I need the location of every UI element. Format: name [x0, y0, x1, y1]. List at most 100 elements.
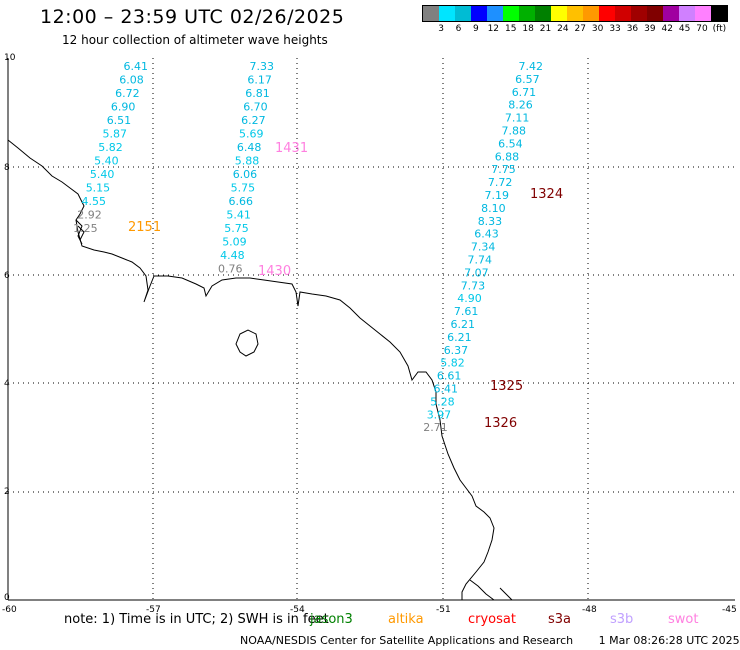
legend-label: 12: [487, 24, 500, 34]
wave-height-value: 7.42: [519, 60, 544, 73]
sat-jason3: jason3: [310, 612, 353, 627]
wave-height-value: 4.90: [457, 292, 482, 305]
wave-height-value: 7.34: [471, 241, 496, 254]
wave-height-value: 6.41: [434, 383, 459, 396]
x-tick: -51: [436, 605, 451, 615]
pass-time-label: 1324: [530, 187, 563, 202]
timestamp: 1 Mar 08:26:28 UTC 2025: [598, 634, 740, 647]
legend-unit: (ft): [712, 24, 727, 34]
y-tick: 8: [4, 163, 10, 173]
legend-swatch: [599, 6, 615, 21]
wave-height-value: 5.15: [86, 182, 111, 195]
x-tick: -48: [582, 605, 597, 615]
legend-label: 70: [696, 24, 708, 34]
wave-height-value: 6.21: [451, 318, 476, 331]
wave-height-value: 1.25: [73, 222, 98, 235]
wave-height-value: 6.27: [241, 114, 266, 127]
wave-height-value: 7.11: [505, 112, 530, 125]
wave-height-value: 6.48: [237, 141, 262, 154]
wave-height-value: 6.43: [474, 228, 499, 241]
altimeter-tracks: 6.416.086.726.906.515.875.825.405.405.15…: [73, 60, 563, 434]
legend-swatch: [439, 6, 455, 21]
y-tick: 4: [4, 379, 10, 389]
wave-height-value: 2.71: [423, 421, 448, 434]
wave-height-value: 6.88: [495, 150, 520, 163]
legend-swatch: [471, 6, 487, 21]
legend-swatch: [711, 6, 727, 21]
wave-height-value: 6.90: [111, 101, 136, 114]
legend-swatch: [615, 6, 631, 21]
wave-height-value: 6.08: [119, 74, 144, 87]
wave-height-value: 7.19: [485, 189, 510, 202]
pass-time-label: 1326: [484, 416, 517, 431]
legend-label: 6: [455, 24, 462, 34]
legend-swatch: [695, 6, 711, 21]
legend-swatch: [535, 6, 551, 21]
wave-height-value: 6.54: [498, 137, 523, 150]
wave-height-value: 7.88: [502, 125, 527, 138]
legend-swatch: [455, 6, 471, 21]
wave-height-value: 7.75: [491, 163, 516, 176]
wave-height-value: 5.87: [103, 128, 128, 141]
wave-height-value: 5.41: [226, 209, 251, 222]
wave-height-value: 3.97: [427, 408, 452, 421]
wave-height-value: 8.10: [481, 202, 506, 215]
legend-label: 39: [644, 24, 656, 34]
map-title: 12:00 – 23:59 UTC 02/26/2025: [40, 6, 345, 28]
sat-swot: swot: [668, 612, 699, 627]
legend-swatch: [663, 6, 679, 21]
wave-height-value: 5.28: [430, 395, 455, 408]
legend-label: 30: [591, 24, 604, 34]
legend-swatch: [503, 6, 519, 21]
sat-cryosat: cryosat: [468, 612, 516, 627]
credit-text: NOAA/NESDIS Center for Satellite Applica…: [240, 634, 574, 647]
wave-height-value: 6.17: [247, 74, 272, 87]
wave-height-value: 5.69: [239, 128, 264, 141]
wave-height-value: 5.88: [235, 155, 260, 168]
wave-height-value: 5.75: [224, 222, 249, 235]
wave-height-value: 6.06: [233, 168, 258, 181]
x-tick: -57: [146, 605, 161, 615]
legend-label: 3: [438, 24, 444, 34]
wave-height-value: 6.81: [245, 87, 270, 100]
x-tick: -60: [2, 605, 17, 615]
wave-height-value: 6.66: [229, 195, 254, 208]
legend-label: 33: [609, 24, 621, 34]
legend-label: 15: [504, 24, 517, 34]
wave-height-value: 7.74: [468, 254, 493, 267]
legend-swatch: [631, 6, 647, 21]
legend-labels: 3 6 9 12 15 18 21 24 27 30 33 36 39 42 45 70 (ft): [422, 24, 728, 34]
footer-note: note: 1) Time is in UTC; 2) SWH is in fe…: [64, 612, 329, 627]
x-tick: -45: [722, 605, 737, 615]
legend-label: 24: [557, 24, 569, 34]
legend-swatch: [567, 6, 583, 21]
wave-height-value: 6.21: [447, 331, 472, 344]
legend-swatch: [679, 6, 695, 21]
legend-label: 42: [661, 24, 673, 34]
wave-height-value: 6.51: [107, 114, 132, 127]
legend-label: 45: [678, 24, 691, 34]
wave-height-value: 6.61: [437, 370, 462, 383]
y-tick: 6: [4, 271, 10, 281]
wave-height-value: 7.73: [461, 279, 486, 292]
credits: NOAA/NESDIS Center for Satellite Applica…: [240, 634, 740, 647]
wave-height-value: 2.92: [77, 209, 102, 222]
legend-swatch: [519, 6, 535, 21]
legend-swatch: [423, 6, 439, 21]
wave-height-value: 8.33: [478, 215, 503, 228]
wave-height-value: 8.26: [508, 99, 533, 112]
legend-label: 9: [473, 24, 479, 34]
wave-height-value: 6.41: [124, 60, 149, 73]
wave-height-value: 5.75: [231, 182, 256, 195]
wave-height-value: 0.76: [218, 263, 243, 276]
legend-label: 21: [539, 24, 552, 34]
wave-height-value: 7.07: [464, 266, 489, 279]
sat-altika: altika: [388, 612, 424, 627]
y-tick: 10: [4, 53, 16, 63]
legend-label: 27: [574, 24, 586, 34]
sat-s3b: s3b: [610, 612, 634, 627]
wave-height-value: 5.09: [222, 236, 247, 249]
legend-swatch: [583, 6, 599, 21]
wave-height-value: 6.57: [515, 73, 540, 86]
